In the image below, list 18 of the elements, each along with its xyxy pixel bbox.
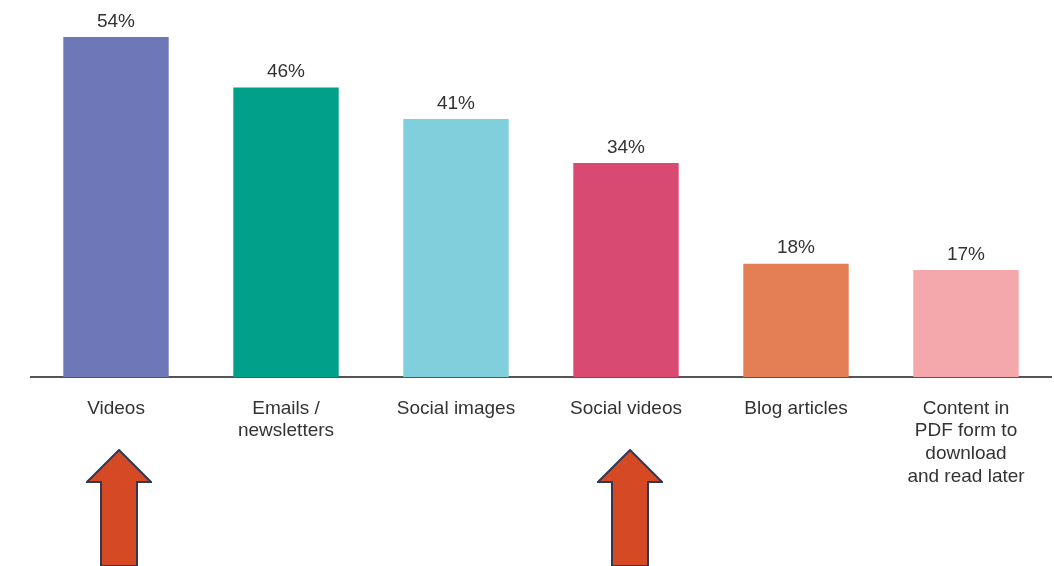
data-label: 34% [606,135,646,157]
bar [233,87,339,377]
bar [403,118,509,377]
x-tick-label: Emails / newsletters [237,396,335,441]
bar [63,37,169,377]
x-tick-label: Videos [87,396,145,418]
data-label: 41% [436,91,476,113]
data-label: 54% [96,9,136,31]
bar [913,269,1019,377]
bar [573,162,679,377]
x-tick-label: Blog articles [744,396,848,418]
data-label: 46% [266,60,306,82]
x-tick-label: Content in PDF form to download and read later [907,396,1026,487]
data-label: 17% [946,242,986,264]
bar [743,263,849,377]
x-tick-label: Social images [396,396,516,418]
x-tick-label: Social videos [570,396,682,418]
data-label: 18% [776,236,816,258]
